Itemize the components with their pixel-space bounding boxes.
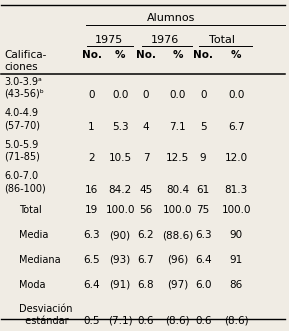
Text: 5: 5 <box>200 122 206 132</box>
Text: 12.5: 12.5 <box>166 153 189 163</box>
Text: 56: 56 <box>139 205 153 215</box>
Text: (88.6): (88.6) <box>162 230 193 240</box>
Text: 19: 19 <box>85 205 98 215</box>
Text: No.: No. <box>81 50 101 60</box>
Text: 9: 9 <box>200 153 206 163</box>
Text: 86: 86 <box>229 279 243 290</box>
Text: Desviación
  estándar: Desviación estándar <box>18 304 72 326</box>
Text: 6.7: 6.7 <box>138 255 154 265</box>
Text: 1975: 1975 <box>95 35 123 45</box>
Text: 7.1: 7.1 <box>169 122 186 132</box>
Text: (93): (93) <box>110 255 131 265</box>
Text: 6.0-7.0
(86-100): 6.0-7.0 (86-100) <box>4 171 46 193</box>
Text: 0.0: 0.0 <box>228 90 244 100</box>
Text: 0: 0 <box>143 90 149 100</box>
Text: 75: 75 <box>197 205 210 215</box>
Text: 6.8: 6.8 <box>138 279 154 290</box>
Text: 0.0: 0.0 <box>112 90 128 100</box>
Text: 100.0: 100.0 <box>105 205 135 215</box>
Text: 6.0: 6.0 <box>195 279 212 290</box>
Text: 5.0-5.9
(71-85): 5.0-5.9 (71-85) <box>4 140 40 162</box>
Text: Alumnos: Alumnos <box>147 13 195 23</box>
Text: 1: 1 <box>88 122 95 132</box>
Text: 6.3: 6.3 <box>83 230 100 240</box>
Text: Total: Total <box>210 35 236 45</box>
Text: (90): (90) <box>110 230 131 240</box>
Text: 91: 91 <box>229 255 243 265</box>
Text: Califica-
ciones: Califica- ciones <box>4 50 47 72</box>
Text: 12.0: 12.0 <box>225 153 248 163</box>
Text: 6.4: 6.4 <box>195 255 212 265</box>
Text: No.: No. <box>193 50 213 60</box>
Text: 1976: 1976 <box>150 35 179 45</box>
Text: 6.7: 6.7 <box>228 122 244 132</box>
Text: 81.3: 81.3 <box>225 185 248 195</box>
Text: 6.3: 6.3 <box>195 230 212 240</box>
Text: (96): (96) <box>167 255 188 265</box>
Text: 6.2: 6.2 <box>138 230 154 240</box>
Text: 84.2: 84.2 <box>109 185 132 195</box>
Text: 0.6: 0.6 <box>195 316 212 326</box>
Text: 16: 16 <box>85 185 98 195</box>
Text: 4.0-4.9
(57-70): 4.0-4.9 (57-70) <box>4 108 40 130</box>
Text: (7.1): (7.1) <box>108 316 132 326</box>
Text: %: % <box>172 50 183 60</box>
Text: 80.4: 80.4 <box>166 185 189 195</box>
Text: Mediana: Mediana <box>18 255 60 265</box>
Text: 10.5: 10.5 <box>109 153 132 163</box>
Text: (91): (91) <box>110 279 131 290</box>
Text: 0.0: 0.0 <box>169 90 186 100</box>
Text: 61: 61 <box>197 185 210 195</box>
Text: No.: No. <box>136 50 156 60</box>
Text: 2: 2 <box>88 153 95 163</box>
Text: Total: Total <box>18 205 41 215</box>
Text: 4: 4 <box>142 122 149 132</box>
Text: (8.6): (8.6) <box>224 316 249 326</box>
Text: 0: 0 <box>200 90 206 100</box>
Text: (8.6): (8.6) <box>165 316 190 326</box>
Text: %: % <box>115 50 125 60</box>
Text: 6.5: 6.5 <box>83 255 100 265</box>
Text: 0.6: 0.6 <box>138 316 154 326</box>
Text: 45: 45 <box>139 185 153 195</box>
Text: 100.0: 100.0 <box>221 205 251 215</box>
Text: 90: 90 <box>229 230 243 240</box>
Text: 0.5: 0.5 <box>83 316 100 326</box>
Text: Media: Media <box>18 230 48 240</box>
Text: 3.0-3.9ᵃ
(43-56)ᵇ: 3.0-3.9ᵃ (43-56)ᵇ <box>4 77 44 99</box>
Text: Moda: Moda <box>18 279 45 290</box>
Text: (97): (97) <box>167 279 188 290</box>
Text: %: % <box>231 50 241 60</box>
Text: 100.0: 100.0 <box>163 205 192 215</box>
Text: 0: 0 <box>88 90 95 100</box>
Text: 6.4: 6.4 <box>83 279 100 290</box>
Text: 5.3: 5.3 <box>112 122 129 132</box>
Text: 7: 7 <box>142 153 149 163</box>
